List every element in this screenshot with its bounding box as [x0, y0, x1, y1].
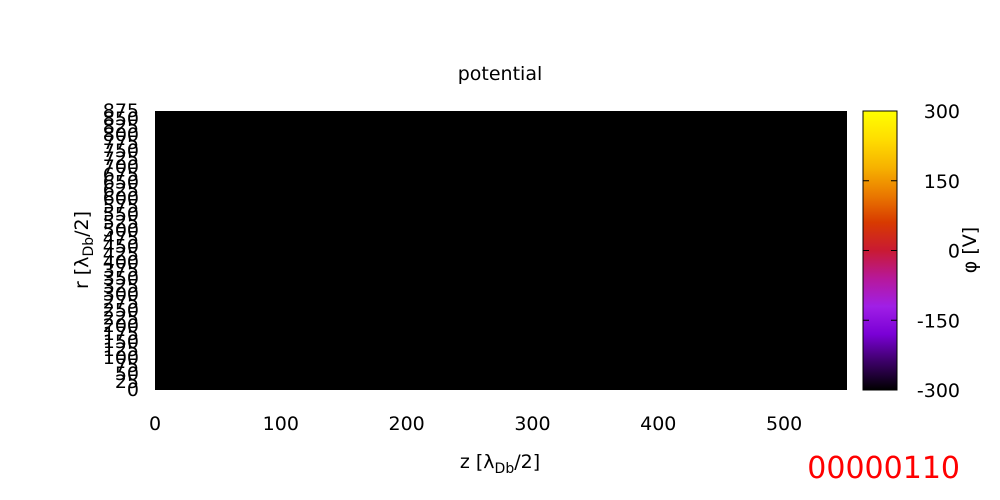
y-axis: 0255075100125150175200225250275300325350… [103, 100, 139, 401]
y-tick-label: 700 [103, 156, 139, 178]
y-tick-label: 0 [127, 379, 139, 401]
y-tick-label: 400 [103, 251, 139, 273]
y-tick-label: 50 [115, 363, 139, 385]
y-tick-label: 675 [103, 164, 139, 186]
y-axis-label: r [λDb/2] [71, 211, 97, 289]
colorbar-tick-label: 0 [948, 241, 960, 263]
y-tick-label: 200 [103, 315, 139, 337]
x-tick-label: 400 [640, 413, 676, 435]
y-tick-label: 500 [103, 220, 139, 242]
x-tick-label: 200 [389, 413, 425, 435]
y-tick-label: 775 [103, 132, 139, 154]
x-tick-label: 0 [149, 413, 161, 435]
x-axis-label: z [λDb/2] [460, 451, 540, 477]
y-tick-label: 600 [103, 188, 139, 210]
y-tick-label: 225 [103, 307, 139, 329]
y-tick-label: 25 [115, 371, 139, 393]
y-tick-label: 350 [103, 267, 139, 289]
colorbar-tick-label: -150 [917, 310, 960, 332]
y-tick-label: 325 [103, 275, 139, 297]
y-tick-label: 300 [103, 283, 139, 305]
x-tick-label: 100 [263, 413, 299, 435]
y-tick-label: 875 [103, 100, 139, 122]
colorbar-tick-label: 150 [924, 171, 960, 193]
y-tick-label: 100 [103, 347, 139, 369]
y-tick-label: 475 [103, 228, 139, 250]
x-axis: 0 100 200 300 400 500 [149, 413, 802, 435]
y-tick-label: 525 [103, 212, 139, 234]
heatmap-field [155, 111, 847, 390]
y-tick-label: 75 [115, 355, 139, 377]
y-tick-label: 800 [103, 124, 139, 146]
y-tick-label: 275 [103, 291, 139, 313]
y-tick-label: 575 [103, 196, 139, 218]
chart-title: potential [458, 63, 543, 85]
y-tick-label: 625 [103, 180, 139, 202]
y-tick-label: 450 [103, 236, 139, 258]
frame-counter: 00000110 [807, 451, 960, 486]
colorbar-tick-label: 300 [924, 101, 960, 123]
y-tick-label: 750 [103, 140, 139, 162]
y-tick-label: 175 [103, 323, 139, 345]
colorbar-tick-label: -300 [917, 380, 960, 402]
y-tick-label: 250 [103, 299, 139, 321]
y-tick-label: 125 [103, 339, 139, 361]
y-tick-label: 725 [103, 148, 139, 170]
y-tick-label: 375 [103, 259, 139, 281]
x-tick-label: 500 [766, 413, 802, 435]
y-tick-label: 850 [103, 108, 139, 130]
colorbar-axis: 300 150 0 -150 -300 [863, 101, 960, 402]
x-tick-label: 300 [514, 413, 550, 435]
y-tick-label: 650 [103, 172, 139, 194]
y-tick-label: 550 [103, 204, 139, 226]
colorbar-label: φ [V] [959, 227, 981, 273]
y-tick-label: 825 [103, 116, 139, 138]
y-tick-label: 425 [103, 243, 139, 265]
y-tick-label: 150 [103, 331, 139, 353]
